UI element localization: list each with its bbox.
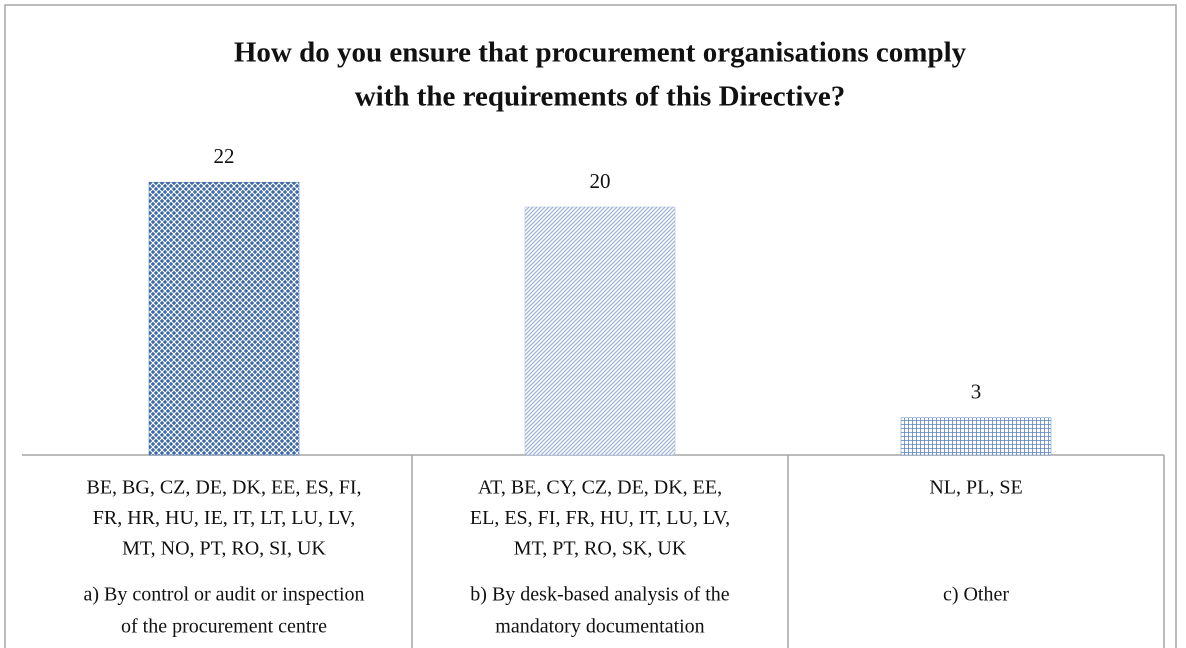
chart-title: How do you ensure that procurement organ…: [234, 37, 967, 69]
country-list: BE, BG, CZ, DE, DK, EE, ES, FI,: [87, 477, 362, 499]
category-label: mandatory documentation: [495, 616, 704, 638]
data-label: 3: [971, 380, 982, 404]
country-list: AT, BE, CY, CZ, DE, DK, EE,: [478, 477, 722, 499]
category-label: of the procurement centre: [121, 616, 327, 638]
country-list: EL, ES, FI, FR, HU, IT, LU, LV,: [470, 507, 730, 529]
country-list: FR, HR, HU, IE, IT, LT, LU, LV,: [93, 507, 355, 529]
bar: [900, 417, 1052, 456]
country-list: MT, NO, PT, RO, SI, UK: [122, 538, 326, 560]
bar: [148, 181, 300, 456]
country-list: MT, PT, RO, SK, UK: [514, 538, 687, 560]
data-label: 22: [214, 144, 235, 168]
bar: [524, 206, 676, 456]
category-label: a) By control or audit or inspection: [83, 584, 364, 606]
country-list: NL, PL, SE: [929, 477, 1022, 499]
category-label: c) Other: [943, 584, 1009, 606]
chart-frame: [4, 4, 1177, 648]
chart-title: with the requirements of this Directive?: [355, 81, 846, 113]
data-label: 20: [590, 169, 611, 193]
category-label: b) By desk-based analysis of the: [470, 584, 730, 606]
